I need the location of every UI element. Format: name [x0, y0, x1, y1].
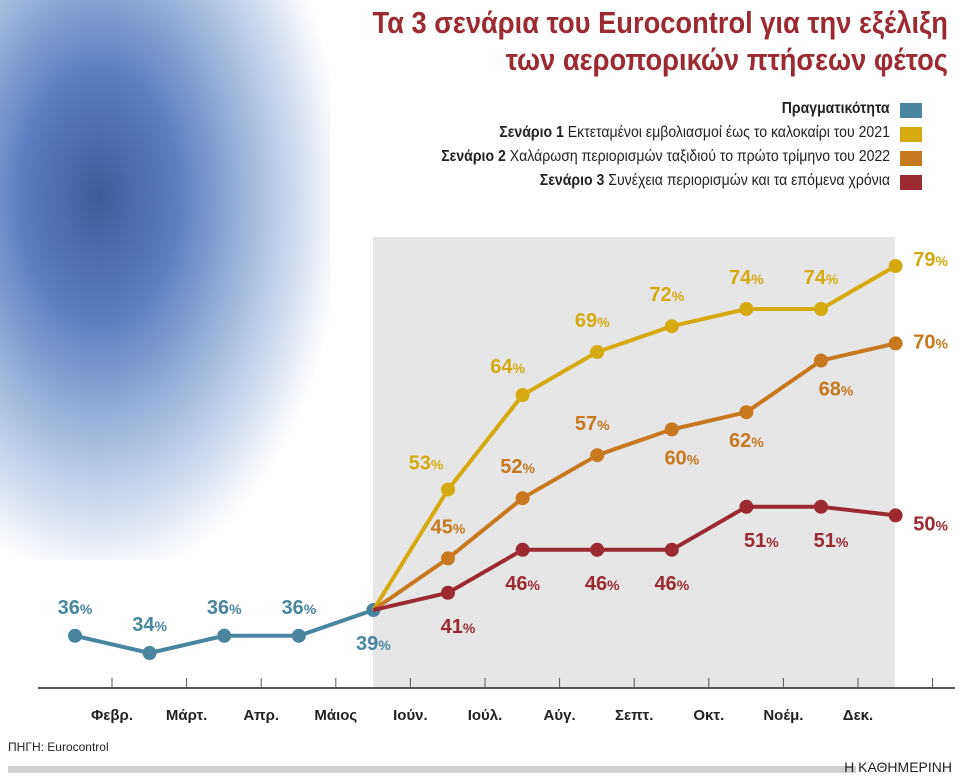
data-point	[739, 499, 754, 514]
data-label: 69%	[575, 310, 610, 332]
legend-label: Εκτεταμένοι εμβολιασμοί έως το καλοκαίρι…	[563, 124, 890, 141]
data-label: 46%	[505, 573, 540, 595]
data-point	[68, 628, 82, 643]
data-point	[888, 508, 903, 523]
data-label: 51%	[744, 530, 779, 552]
legend-label-bold: Πραγματικότητα	[782, 100, 890, 117]
x-tick-label: Δεκ.	[843, 707, 873, 724]
data-label: 36%	[281, 597, 316, 619]
x-tick-label: Μάιος	[314, 707, 357, 724]
legend-entry: Πραγματικότητα	[782, 100, 890, 118]
data-label: 52%	[500, 456, 535, 478]
x-tick-label: Οκτ.	[693, 707, 724, 724]
line-chart: Φεβρ. Μάρτ. Απρ. Μάιος Ιούν. Ιούλ. Αύγ. Σεπτ. Οκ…	[38, 237, 955, 724]
data-point	[664, 319, 679, 334]
x-tick-label: Απρ.	[243, 707, 279, 724]
data-point	[217, 628, 232, 643]
data-label: 36%	[58, 597, 93, 619]
data-label: 50%	[913, 513, 948, 535]
data-point	[590, 542, 605, 557]
data-point	[291, 628, 306, 643]
data-point	[515, 491, 530, 506]
data-label: 74%	[804, 267, 839, 289]
data-label: 41%	[441, 616, 476, 638]
chart-title: Τα 3 σενάρια του Eurocontrol για την εξέ…	[373, 4, 948, 78]
data-label: 57%	[575, 413, 610, 435]
legend-label: Συνέχεια περιορισμών και τα επόμενα χρόν…	[604, 172, 890, 189]
data-label: 34%	[132, 614, 167, 636]
x-tick-label: Νοέμ.	[763, 707, 803, 724]
data-label: 46%	[585, 573, 620, 595]
legend-entry: Σενάριο 2 Χαλάρωση περιορισμών ταξιδιού …	[441, 148, 890, 166]
data-label: 64%	[490, 356, 525, 378]
legend-swatch	[900, 127, 922, 142]
x-tick-label: Σεπτ.	[615, 707, 653, 724]
legend-swatch	[900, 151, 922, 166]
data-point	[515, 388, 530, 402]
x-tick-label: Ιούλ.	[468, 707, 503, 724]
x-tick-label: Φεβρ.	[91, 707, 133, 724]
x-tick-label: Αύγ.	[544, 707, 576, 724]
data-label: 51%	[814, 530, 849, 552]
series-line	[372, 341, 897, 612]
data-point	[814, 302, 828, 316]
data-label: 68%	[819, 379, 854, 401]
data-label: 36%	[207, 597, 242, 619]
data-label: 70%	[913, 331, 948, 353]
legend-entry: Σενάριο 3 Συνέχεια περιορισμών και τα επ…	[540, 172, 890, 190]
data-point	[142, 646, 157, 660]
data-point	[515, 542, 530, 557]
data-point	[590, 345, 605, 359]
legend-label: Χαλάρωση περιορισμών ταξιδιού το πρώτο τ…	[505, 148, 890, 165]
data-label: 39%	[356, 633, 391, 655]
data-point	[441, 482, 455, 497]
data-label: 45%	[431, 516, 466, 538]
data-point	[814, 499, 828, 514]
data-point	[739, 302, 754, 316]
data-point	[441, 585, 455, 600]
legend-swatch	[900, 103, 922, 118]
brand-logo: Η ΚΑΘΗΜΕΡΙΝΗ	[844, 759, 952, 775]
data-point	[664, 422, 679, 437]
source-note: ΠΗΓΗ: Eurocontrol	[8, 740, 109, 754]
data-point	[441, 551, 455, 566]
data-point	[664, 542, 679, 557]
footer-bar	[8, 766, 856, 773]
legend-label-bold: Σενάριο 1	[499, 124, 564, 141]
data-label: 72%	[649, 284, 684, 306]
forecast-shaded-region	[373, 237, 895, 688]
data-label: 74%	[729, 267, 764, 289]
series-line	[372, 504, 896, 612]
data-point	[888, 259, 903, 273]
data-label: 53%	[409, 453, 444, 475]
legend-entry: Σενάριο 1 Εκτεταμένοι εμβολιασμοί έως το…	[499, 124, 890, 142]
data-label: 46%	[654, 573, 689, 595]
background-photo-luggage	[0, 0, 330, 560]
title-line-2: των αεροπορικών πτήσεων φέτος	[505, 42, 948, 77]
x-tick-label: Ιούν.	[393, 707, 428, 724]
data-label: 79%	[913, 249, 948, 271]
data-point	[814, 353, 828, 368]
legend-swatch	[900, 175, 922, 190]
title-line-1: Τα 3 σενάρια του Eurocontrol για την εξέ…	[372, 5, 948, 40]
data-point	[888, 336, 903, 351]
data-point	[739, 405, 754, 420]
data-label: 62%	[729, 430, 764, 452]
data-label: 60%	[664, 447, 699, 469]
data-point	[590, 448, 605, 463]
x-tick-label: Μάρτ.	[166, 707, 207, 724]
legend-label-bold: Σενάριο 2	[441, 148, 506, 165]
series-line	[371, 264, 897, 612]
legend-label-bold: Σενάριο 3	[539, 172, 605, 189]
